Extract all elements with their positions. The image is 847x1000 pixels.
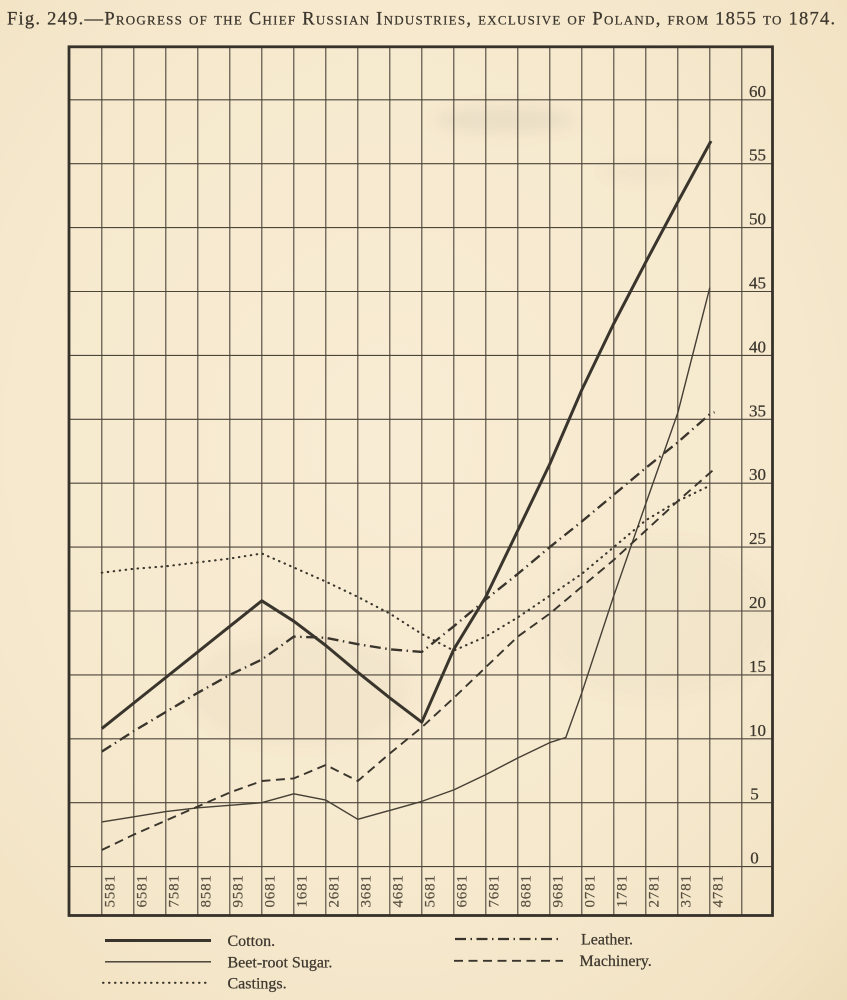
svg-text:3781: 3781 [678,874,694,907]
svg-text:3681: 3681 [358,874,374,907]
svg-text:40: 40 [749,337,766,356]
svg-text:5: 5 [750,785,759,804]
svg-text:30: 30 [749,465,766,484]
svg-text:7681: 7681 [486,874,502,907]
svg-text:5581: 5581 [102,874,118,907]
svg-text:20: 20 [749,593,766,612]
svg-text:35: 35 [749,401,766,420]
svg-text:0781: 0781 [582,874,598,907]
svg-text:Leather.: Leather. [581,932,633,949]
svg-text:Machinery.: Machinery. [580,953,652,970]
svg-text:4681: 4681 [390,874,406,907]
svg-text:50: 50 [749,210,766,229]
svg-text:1681: 1681 [294,874,310,907]
svg-text:15: 15 [749,657,766,676]
svg-text:55: 55 [749,146,766,165]
svg-text:2781: 2781 [646,874,662,907]
svg-text:1781: 1781 [614,874,630,907]
svg-text:8581: 8581 [198,874,214,907]
svg-text:0681: 0681 [262,874,278,907]
svg-text:Beet-root Sugar.: Beet-root Sugar. [228,955,333,972]
svg-text:4781: 4781 [710,874,726,907]
svg-text:5681: 5681 [422,874,438,907]
svg-text:6581: 6581 [134,874,150,907]
svg-text:2681: 2681 [326,874,342,907]
svg-text:6681: 6681 [454,874,470,907]
svg-text:9581: 9581 [230,874,246,907]
svg-text:8681: 8681 [518,874,534,907]
svg-text:10: 10 [749,721,766,740]
svg-text:60: 60 [749,82,766,101]
svg-text:45: 45 [749,274,766,293]
svg-text:7581: 7581 [166,874,182,907]
svg-text:25: 25 [749,529,766,548]
svg-text:Castings.: Castings. [228,976,287,993]
svg-text:9681: 9681 [550,874,566,907]
svg-text:0: 0 [750,849,759,868]
svg-text:Fig. 249.—Progress of the Chie: Fig. 249.—Progress of the Chief Russian … [7,10,836,30]
svg-text:Cotton.: Cotton. [228,933,276,950]
